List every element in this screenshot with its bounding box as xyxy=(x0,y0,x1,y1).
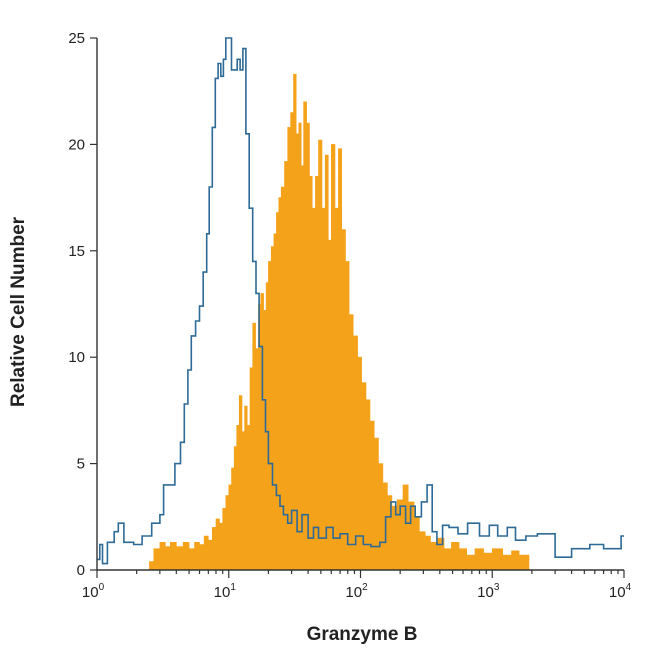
y-ticks: 0 5 10 15 20 25 xyxy=(68,30,97,579)
x-tick-label: 104 xyxy=(609,582,632,601)
y-tick-label: 25 xyxy=(68,30,85,47)
series-outline-histogram xyxy=(97,37,624,565)
x-tick-label: 102 xyxy=(345,582,368,601)
series-layer xyxy=(97,37,624,571)
x-tick-label: 100 xyxy=(82,582,105,601)
x-tick-label: 103 xyxy=(477,582,500,601)
y-axis-title: Relative Cell Number xyxy=(8,216,29,407)
y-tick-label: 15 xyxy=(68,243,85,260)
x-axis-title: Granzyme B xyxy=(307,624,418,645)
x-ticks: 100 101 102 103 104 xyxy=(82,570,632,601)
x-tick-label: 101 xyxy=(214,582,237,601)
y-tick-label: 20 xyxy=(68,136,85,153)
y-tick-label: 10 xyxy=(68,349,85,366)
y-tick-label: 0 xyxy=(77,562,85,579)
y-tick-label: 5 xyxy=(77,456,85,473)
series-filled-histogram xyxy=(149,73,530,571)
